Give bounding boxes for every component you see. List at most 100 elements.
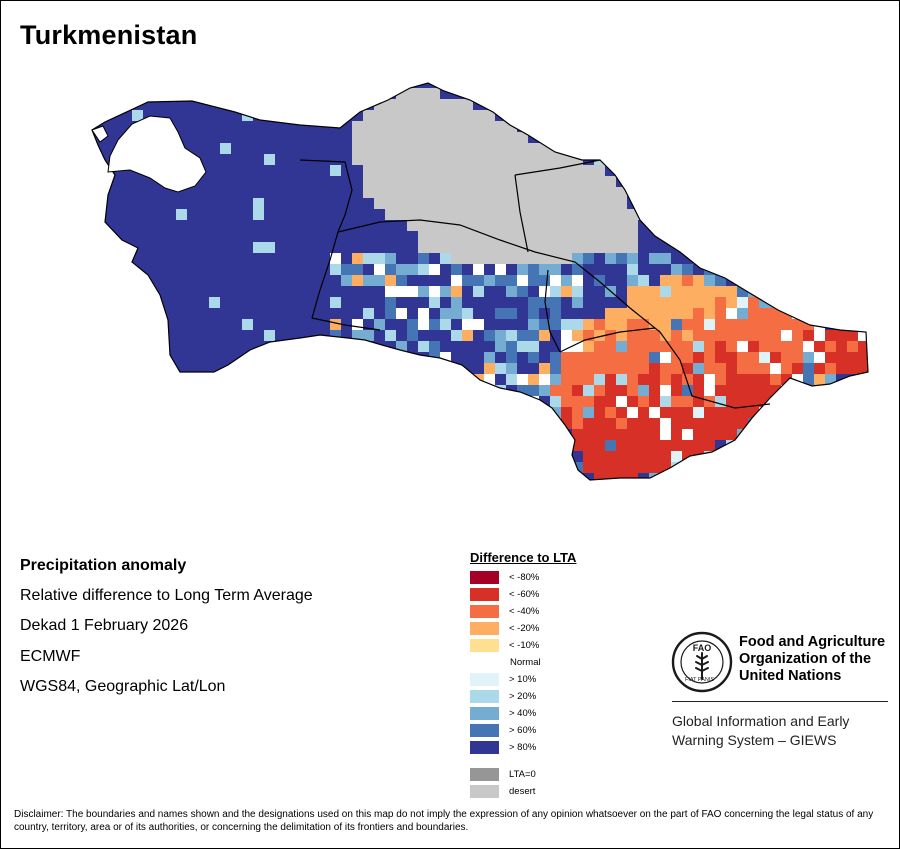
grid-cell [242, 396, 253, 407]
grid-cell [737, 110, 748, 121]
grid-cell [418, 242, 429, 253]
grid-cell [385, 176, 396, 187]
grid-cell [814, 385, 825, 396]
grid-cell [198, 231, 209, 242]
grid-cell [638, 418, 649, 429]
grid-cell [759, 88, 770, 99]
grid-cell [473, 407, 484, 418]
grid-cell [198, 143, 209, 154]
grid-cell [792, 154, 803, 165]
grid-cell [671, 286, 682, 297]
grid-cell [649, 275, 660, 286]
province-boundary [544, 269, 561, 353]
grid-cell [594, 418, 605, 429]
grid-cell [253, 396, 264, 407]
grid-cell [770, 407, 781, 418]
grid-cell [264, 440, 275, 451]
grid-cell [187, 462, 198, 473]
grid-cell [847, 440, 858, 451]
grid-cell [638, 473, 649, 480]
grid-cell [550, 396, 561, 407]
grid-cell [759, 385, 770, 396]
grid-cell [385, 275, 396, 286]
grid-cell [484, 374, 495, 385]
grid-cell [143, 88, 154, 99]
grid-cell [715, 264, 726, 275]
grid-cell [407, 121, 418, 132]
grid-cell [528, 83, 539, 88]
grid-cell [671, 275, 682, 286]
grid-cell [660, 374, 671, 385]
grid-cell [418, 176, 429, 187]
grid-cell [572, 88, 583, 99]
grid-cell [726, 176, 737, 187]
grid-cell [748, 275, 759, 286]
grid-cell [308, 88, 319, 99]
grid-cell [385, 473, 396, 480]
grid-cell [187, 242, 198, 253]
grid-cell [583, 308, 594, 319]
grid-cell [616, 407, 627, 418]
grid-cell [451, 99, 462, 110]
grid-cell [121, 110, 132, 121]
grid-cell [407, 407, 418, 418]
grid-cell [726, 99, 737, 110]
grid-cell [836, 242, 847, 253]
grid-cell [220, 242, 231, 253]
grid-cell [594, 297, 605, 308]
grid-cell [110, 341, 121, 352]
grid-cell [814, 484, 825, 495]
grid-cell [858, 462, 868, 473]
grid-cell [429, 385, 440, 396]
grid-cell [231, 374, 242, 385]
grid-cell [759, 264, 770, 275]
grid-cell [627, 462, 638, 473]
grid-cell [143, 253, 154, 264]
grid-cell [583, 264, 594, 275]
grid-cell [836, 176, 847, 187]
grid-cell [594, 396, 605, 407]
grid-cell [572, 396, 583, 407]
grid-cell [605, 473, 616, 480]
grid-cell [583, 440, 594, 451]
grid-cell [374, 451, 385, 462]
grid-cell [660, 396, 671, 407]
grid-cell [275, 242, 286, 253]
grid-cell [770, 473, 781, 480]
grid-cell [825, 297, 836, 308]
grid-cell [495, 429, 506, 440]
grid-cell [330, 264, 341, 275]
grid-cell [264, 83, 275, 88]
grid-cell [814, 231, 825, 242]
grid-cell [748, 154, 759, 165]
grid-cell [517, 440, 528, 451]
grid-cell [495, 297, 506, 308]
grid-cell [682, 308, 693, 319]
grid-cell [814, 418, 825, 429]
grid-cell [462, 83, 473, 88]
grid-cell [693, 88, 704, 99]
grid-cell [583, 462, 594, 473]
grid-cell [550, 88, 561, 99]
grid-cell [682, 275, 693, 286]
info-variable: Precipitation anomaly [20, 557, 187, 574]
grid-cell [781, 451, 792, 462]
grid-cell [253, 451, 264, 462]
grid-cell [781, 286, 792, 297]
grid-cell [572, 253, 583, 264]
grid-cell [583, 110, 594, 121]
grid-cell [803, 407, 814, 418]
grid-cell [781, 209, 792, 220]
grid-cell [649, 242, 660, 253]
grid-cell [693, 176, 704, 187]
grid-cell [275, 462, 286, 473]
grid-cell [143, 484, 154, 495]
grid-cell [616, 418, 627, 429]
grid-cell [572, 308, 583, 319]
grid-cell [209, 385, 220, 396]
grid-cell [429, 484, 440, 495]
grid-cell [528, 330, 539, 341]
grid-cell [638, 242, 649, 253]
grid-cell [759, 396, 770, 407]
grid-cell [704, 110, 715, 121]
